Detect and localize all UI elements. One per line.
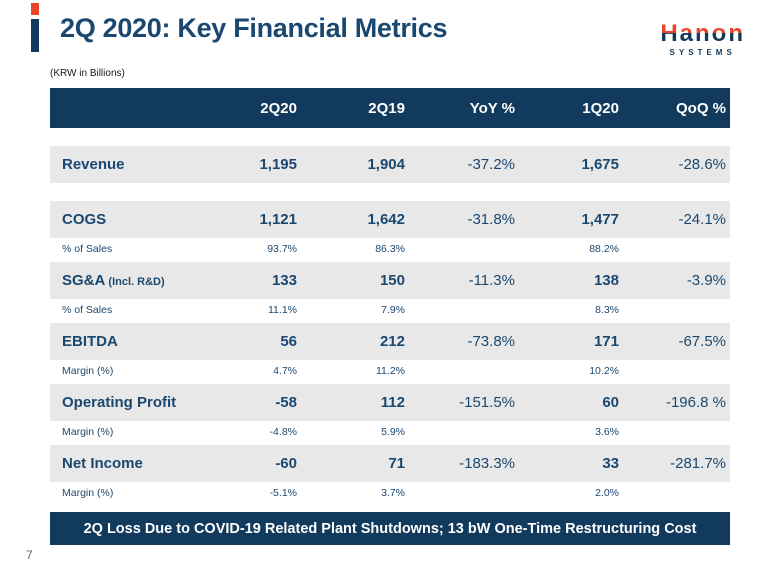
table-cell: -5.1% [269, 487, 297, 499]
table-row: EBITDA 56 212 -73.8% 171 -67.5% [50, 323, 730, 360]
table-column-header: 1Q20 [582, 99, 619, 117]
table-cell: 5.9% [381, 426, 405, 438]
logo-wordmark: Hanon [660, 20, 745, 47]
table-header-row: 2Q20 2Q19 YoY % 1Q20 QoQ % [50, 88, 730, 128]
table-cell: 112 [380, 394, 405, 411]
row-label: Margin (%) [62, 487, 114, 499]
table-cell: 1,477 [581, 211, 619, 228]
table-column-header: QoQ % [675, 99, 726, 117]
table-cell: 1,195 [259, 156, 297, 173]
row-label: Margin (%) [62, 426, 114, 438]
logo-subtext: SYSTEMS [669, 48, 736, 57]
table-cell: -196.8 % [665, 394, 726, 411]
table-cell: 93.7% [267, 243, 297, 255]
row-label: Net Income [62, 455, 143, 472]
table-cell: 3.7% [381, 487, 405, 499]
table-cell: 88.2% [589, 243, 619, 255]
table-cell: 171 [593, 333, 619, 350]
table-cell: -151.5% [459, 394, 515, 411]
table-cell: 4.7% [273, 365, 297, 377]
table-cell: -11.3% [468, 272, 515, 289]
table-cell: -24.1% [678, 211, 726, 228]
row-label: Margin (%) [62, 365, 114, 377]
table-cell: 10.2% [589, 365, 619, 377]
row-label: % of Sales [62, 304, 113, 316]
row-label: SG&A (Incl. R&D) [62, 272, 165, 289]
table-cell: 2.0% [595, 487, 619, 499]
table-cell: -4.8% [269, 426, 297, 438]
table-subrow: Margin (%) -4.8% 5.9% 3.6% [50, 421, 730, 443]
table-column-header: 2Q19 [368, 99, 405, 117]
table-row: COGS 1,121 1,642 -31.8% 1,477 -24.1% [50, 201, 730, 238]
table-cell: -60 [275, 455, 297, 472]
table-cell: 1,904 [367, 156, 405, 173]
table-cell: 133 [271, 272, 297, 289]
table-cell: 33 [602, 455, 619, 472]
table-cell: 8.3% [595, 304, 619, 316]
table-cell: -281.7% [670, 455, 726, 472]
table-cell: 86.3% [375, 243, 405, 255]
units-note: (KRW in Billions) [50, 68, 125, 79]
hanon-logo: Hanon SYSTEMS [660, 22, 745, 57]
table-cell: 1,675 [581, 156, 619, 173]
table-cell: 60 [602, 394, 619, 411]
table-cell: -67.5% [678, 333, 726, 350]
table-cell: -73.8% [467, 333, 515, 350]
table-row: SG&A (Incl. R&D) 133 150 -11.3% 138 -3.9% [50, 262, 730, 299]
table-cell: -37.2% [467, 156, 515, 173]
table-cell: 11.1% [268, 304, 297, 316]
table-row: Revenue 1,195 1,904 -37.2% 1,675 -28.6% [50, 146, 730, 183]
table-cell: 150 [379, 272, 405, 289]
table-subrow: Margin (%) 4.7% 11.2% 10.2% [50, 360, 730, 382]
page-number: 7 [26, 548, 33, 562]
table-cell: 11.2% [376, 365, 405, 377]
table-subrow: % of Sales 11.1% 7.9% 8.3% [50, 299, 730, 321]
table-row: Operating Profit -58 112 -151.5% 60 -196.8 % [50, 384, 730, 421]
table-cell: 71 [388, 455, 405, 472]
row-label: EBITDA [62, 333, 118, 350]
table-cell: -58 [275, 394, 297, 411]
row-label-suffix: (Incl. R&D) [105, 276, 165, 288]
footer-banner: 2Q Loss Due to COVID-19 Related Plant Sh… [50, 512, 730, 545]
row-label: Revenue [62, 156, 125, 173]
table-subrow: % of Sales 93.7% 86.3% 88.2% [50, 238, 730, 260]
table-cell: 1,121 [259, 211, 297, 228]
table-cell: -3.9% [686, 272, 726, 289]
page-title: 2Q 2020: Key Financial Metrics [60, 13, 448, 43]
table-body: Revenue 1,195 1,904 -37.2% 1,675 -28.6% COGS 1,… [50, 128, 730, 504]
table-cell: 1,642 [367, 211, 405, 228]
table-cell: 56 [280, 333, 297, 350]
table-cell: -31.8% [467, 211, 515, 228]
table-cell: 212 [379, 333, 405, 350]
row-label: COGS [62, 211, 107, 228]
row-label: Operating Profit [62, 394, 177, 411]
table-cell: 138 [593, 272, 619, 289]
table-subrow: Margin (%) -5.1% 3.7% 2.0% [50, 482, 730, 504]
financial-table: 2Q20 2Q19 YoY % 1Q20 QoQ % Revenue 1,195 1… [50, 88, 730, 504]
table-column-header: YoY % [469, 99, 515, 117]
table-cell: -183.3% [459, 455, 515, 472]
accent-navy-bar [31, 19, 39, 52]
row-label: % of Sales [62, 243, 113, 255]
table-column-header: 2Q20 [260, 99, 297, 117]
table-cell: 3.6% [595, 426, 619, 438]
accent-orange-bar [31, 3, 39, 15]
table-cell: -28.6% [678, 156, 726, 173]
table-cell: 7.9% [381, 304, 405, 316]
table-row: Net Income -60 71 -183.3% 33 -281.7% [50, 445, 730, 482]
